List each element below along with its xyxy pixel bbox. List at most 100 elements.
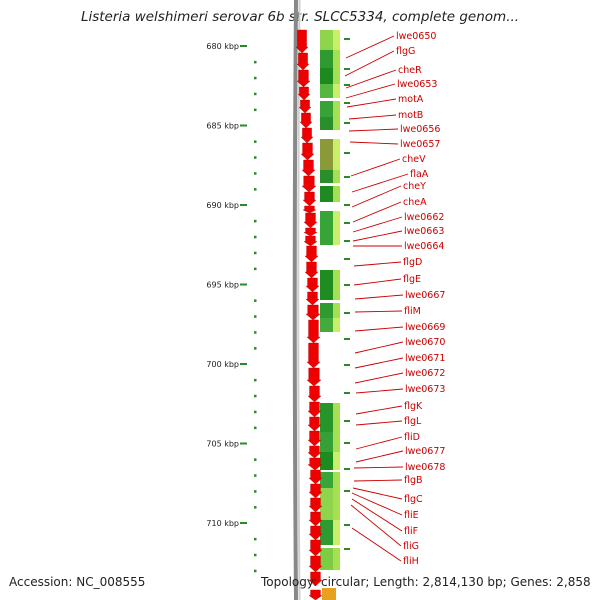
gene-arrow[interactable] (301, 159, 316, 177)
gene-leader-line (354, 372, 404, 384)
gene-arrow[interactable] (306, 342, 321, 369)
gene-label[interactable]: flgC (404, 494, 423, 505)
gene-arrow[interactable] (300, 127, 314, 144)
gene-label[interactable]: lwe0673 (405, 384, 445, 395)
gene-leader-line (352, 201, 402, 223)
gene-label[interactable]: fliG (403, 541, 419, 552)
feature-tick (344, 152, 350, 154)
gene-label[interactable]: flgB (404, 475, 423, 486)
gene-label[interactable]: flgD (403, 257, 422, 268)
gene-arrow[interactable] (307, 416, 322, 432)
feature-tick (344, 204, 350, 206)
gene-arrow[interactable] (308, 589, 323, 600)
gene-label[interactable]: fliD (404, 432, 420, 443)
expression-block-edge (333, 303, 340, 318)
gene-arrow[interactable] (296, 52, 310, 71)
gene-arrow[interactable] (297, 86, 311, 101)
gene-label[interactable]: fliF (404, 526, 418, 537)
gene-label[interactable]: flgE (403, 274, 421, 285)
gene-arrow[interactable] (304, 261, 319, 279)
gene-arrow[interactable] (307, 457, 323, 471)
expression-block-edge (333, 30, 340, 50)
expression-block (322, 588, 336, 600)
gene-label[interactable]: lwe0657 (400, 139, 440, 150)
gene-arrow[interactable] (305, 291, 320, 306)
gene-label[interactable]: motB (398, 110, 423, 121)
gene-label[interactable]: lwe0662 (404, 212, 444, 223)
gene-label[interactable]: lwe0667 (405, 290, 445, 301)
gene-label[interactable]: flgG (396, 46, 415, 57)
gene-arrow[interactable] (303, 212, 318, 229)
gene-arrow[interactable] (306, 319, 321, 344)
minor-tick (254, 347, 257, 350)
gene-arrow[interactable] (302, 205, 317, 214)
gene-label[interactable]: lwe0669 (405, 322, 445, 333)
gene-arrow[interactable] (305, 304, 321, 321)
gene-leader-line (353, 278, 402, 286)
expression-block-edge (333, 68, 340, 84)
gene-arrow[interactable] (298, 99, 312, 114)
gene-label[interactable]: lwe0677 (405, 446, 445, 457)
minor-tick (254, 299, 257, 302)
kbp-label: 685 kbp (206, 122, 239, 131)
gene-arrow[interactable] (308, 511, 323, 527)
gene-leader-line (354, 341, 404, 354)
gene-arrow[interactable] (308, 525, 323, 541)
gene-leader-line (354, 310, 403, 313)
gene-label[interactable]: cheA (403, 197, 427, 208)
gene-arrow[interactable] (296, 69, 311, 88)
gene-label[interactable]: flgL (404, 416, 422, 427)
gene-arrow[interactable] (306, 367, 322, 387)
gene-arrow[interactable] (307, 430, 322, 447)
gene-arrow[interactable] (295, 29, 309, 54)
gene-label[interactable]: fliM (404, 306, 421, 317)
gene-arrow[interactable] (301, 175, 317, 193)
gene-leader-line (355, 450, 404, 463)
gene-arrow[interactable] (308, 571, 323, 587)
gene-arrow[interactable] (302, 191, 317, 207)
gene-arrow[interactable] (307, 401, 322, 418)
gene-arrow[interactable] (303, 235, 318, 247)
gene-arrow[interactable] (308, 555, 323, 573)
minor-tick (254, 569, 257, 573)
major-tick (240, 283, 247, 286)
gene-label[interactable]: flgK (404, 401, 423, 412)
minor-tick (254, 426, 257, 430)
gene-arrow-track[interactable] (295, 29, 323, 600)
gene-label[interactable]: lwe0650 (396, 31, 436, 42)
gene-arrow[interactable] (308, 497, 323, 513)
gene-label[interactable]: lwe0664 (404, 241, 444, 252)
gene-leader-line (351, 185, 402, 208)
gene-label[interactable]: fliH (403, 556, 419, 567)
gene-label[interactable]: lwe0653 (397, 79, 437, 90)
gene-arrow[interactable] (299, 112, 313, 129)
gene-arrow[interactable] (308, 483, 323, 499)
gene-label[interactable]: lwe0678 (405, 462, 445, 473)
genome-summary-text: Topology: circular; Length: 2,814,130 bp… (261, 575, 591, 589)
gene-label[interactable]: flaA (410, 169, 429, 180)
gene-arrow[interactable] (307, 445, 322, 459)
gene-label[interactable]: lwe0656 (400, 124, 440, 135)
feature-tick (344, 176, 350, 178)
gene-arrow[interactable] (304, 245, 319, 263)
gene-arrow[interactable] (305, 277, 320, 293)
expression-block (320, 170, 333, 183)
gene-label[interactable]: motA (398, 94, 424, 105)
gene-label[interactable]: cheY (403, 181, 426, 192)
gene-arrow[interactable] (300, 142, 315, 161)
gene-arrow[interactable] (308, 469, 323, 485)
gene-label[interactable]: lwe0670 (405, 337, 445, 348)
gene-label[interactable]: fliE (404, 510, 419, 521)
gene-leader-line (355, 388, 404, 394)
gene-label[interactable]: cheV (402, 154, 426, 165)
gene-arrow[interactable] (308, 539, 323, 557)
gene-label[interactable]: cheR (398, 65, 422, 76)
gene-arrow[interactable] (303, 227, 318, 237)
gene-arrow[interactable] (307, 385, 322, 403)
gene-leader-line (354, 326, 404, 332)
gene-label[interactable]: lwe0663 (404, 226, 444, 237)
minor-tick (254, 537, 257, 541)
gene-label[interactable]: lwe0671 (405, 353, 445, 364)
gene-label[interactable]: lwe0672 (405, 368, 445, 379)
